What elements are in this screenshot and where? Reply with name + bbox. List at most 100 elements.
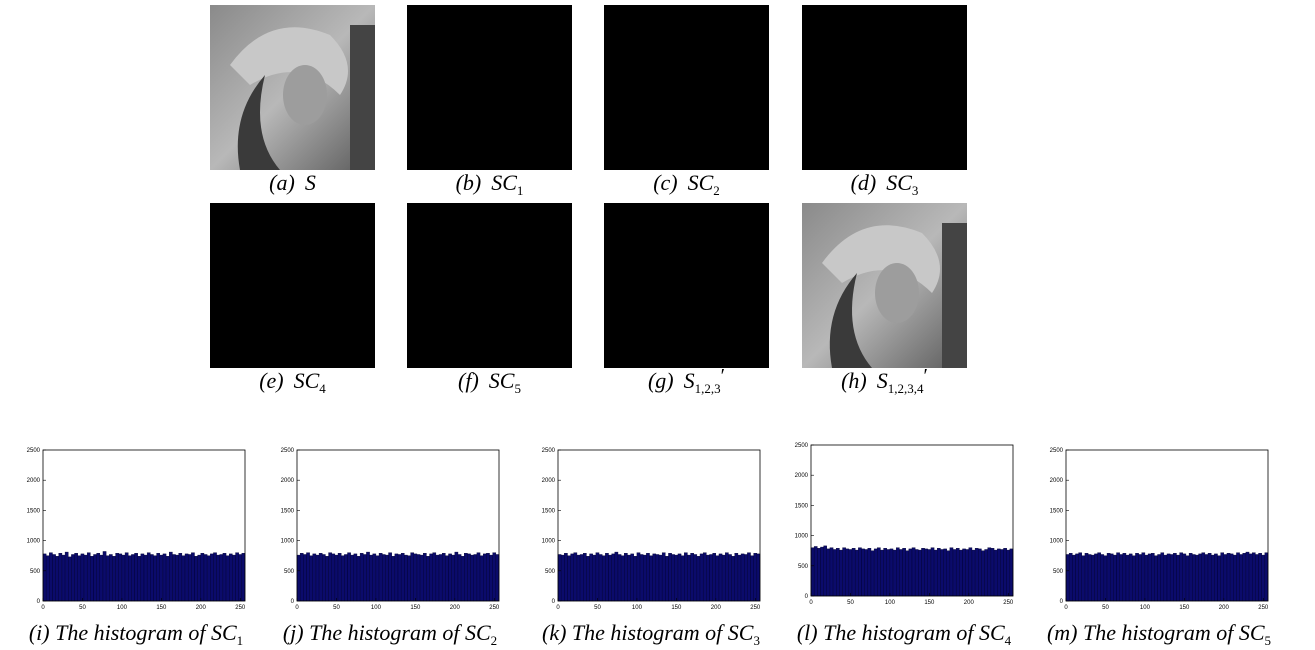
panel-name: S bbox=[684, 368, 695, 393]
histogram-bar bbox=[810, 547, 815, 597]
x-tick-label: 100 bbox=[885, 600, 896, 606]
histogram-bar bbox=[451, 554, 456, 602]
histogram-caption: (j) The histogram of SC2 bbox=[283, 620, 497, 648]
histogram-bar bbox=[971, 549, 976, 597]
histogram-bar bbox=[1151, 553, 1155, 602]
histogram-bar bbox=[445, 555, 449, 602]
histogram-bar bbox=[1204, 554, 1209, 602]
histogram-bar bbox=[1239, 554, 1243, 602]
x-tick-label: 50 bbox=[847, 600, 854, 606]
histogram-bar bbox=[413, 553, 418, 602]
histogram-bar bbox=[334, 554, 339, 602]
histogram-bar bbox=[636, 552, 641, 602]
histogram-bar bbox=[391, 556, 396, 602]
histogram-bar bbox=[178, 553, 183, 602]
histogram-bar bbox=[933, 549, 938, 597]
panel-sub: 1,2,3,4 bbox=[888, 381, 924, 396]
y-tick-label: 1000 bbox=[281, 539, 295, 545]
histogram-bar bbox=[238, 554, 243, 602]
histogram-bar bbox=[495, 554, 500, 602]
histogram-bar bbox=[997, 548, 1001, 597]
caption-text: (i) The histogram of SC bbox=[29, 620, 237, 645]
panel-tag: (b) bbox=[456, 170, 482, 195]
histogram-bar bbox=[197, 554, 202, 602]
histogram-bar bbox=[99, 554, 104, 602]
histogram-bar bbox=[845, 548, 850, 597]
image-panel: (e) SC4 bbox=[210, 203, 375, 396]
histogram-bar bbox=[1138, 554, 1142, 602]
histogram-bar bbox=[614, 551, 619, 602]
histogram-bar bbox=[296, 554, 301, 602]
caption-sub: 5 bbox=[1265, 633, 1272, 648]
histogram-bar bbox=[658, 554, 663, 602]
x-tick-label: 0 bbox=[295, 605, 299, 611]
histogram-bar bbox=[187, 554, 192, 602]
panel-tag: (c) bbox=[653, 170, 677, 195]
histogram-bar bbox=[817, 548, 821, 597]
histogram-bar bbox=[241, 553, 246, 602]
histogram-chart: 0 500 1000 1500 2000 2500 0 50 100 150 200 250 (j) T… bbox=[281, 448, 500, 648]
histogram-caption: (k) The histogram of SC3 bbox=[542, 620, 760, 648]
histogram-bar bbox=[693, 554, 698, 602]
histogram-bar bbox=[131, 554, 135, 602]
histogram-bar bbox=[652, 553, 657, 602]
histogram-bar bbox=[924, 548, 928, 597]
histogram-bar bbox=[52, 554, 56, 602]
histogram-bar bbox=[1255, 554, 1259, 602]
histogram-bar bbox=[949, 547, 954, 597]
histogram-bar bbox=[1000, 549, 1004, 597]
histogram-bar bbox=[219, 554, 224, 602]
histogram-bar bbox=[454, 551, 459, 602]
histogram-bar bbox=[592, 554, 597, 602]
histogram-bar bbox=[137, 556, 142, 602]
histogram-bar bbox=[457, 554, 462, 602]
photo-face bbox=[283, 65, 327, 125]
panel-sub: 1 bbox=[517, 183, 524, 198]
histogram-bar bbox=[583, 553, 587, 602]
histogram-bar bbox=[206, 555, 211, 602]
histogram-bar bbox=[55, 556, 59, 602]
y-tick-label: 0 bbox=[37, 599, 41, 605]
histogram-bar bbox=[1220, 552, 1225, 602]
histogram-bar bbox=[737, 554, 742, 602]
histogram-bar bbox=[744, 554, 748, 602]
histogram-bar bbox=[731, 556, 735, 602]
histogram-bar bbox=[962, 548, 966, 597]
histogram-bar bbox=[1214, 553, 1218, 602]
histogram-bar bbox=[156, 553, 160, 602]
y-tick-label: 1500 bbox=[1050, 508, 1064, 514]
histogram-bar bbox=[826, 548, 831, 597]
histogram-bar bbox=[216, 554, 220, 602]
caption-sub: 1 bbox=[237, 633, 244, 648]
caption-text: (l) The histogram of SC bbox=[797, 620, 1005, 645]
histogram-bar bbox=[564, 553, 568, 602]
histogram-bar bbox=[1233, 554, 1237, 602]
histogram-bar bbox=[64, 551, 69, 602]
y-tick-label: 2500 bbox=[542, 448, 556, 454]
histogram-bar bbox=[1188, 553, 1193, 602]
histogram-bar bbox=[709, 554, 713, 602]
panel-sub: 1,2,3 bbox=[695, 381, 721, 396]
panel-sub: 4 bbox=[319, 381, 326, 396]
panel-name: S bbox=[305, 170, 316, 195]
noise-image bbox=[210, 203, 375, 368]
y-tick-label: 2000 bbox=[1050, 478, 1064, 484]
histogram-bar bbox=[1119, 554, 1124, 602]
histogram-bar bbox=[353, 553, 358, 602]
histogram-bar bbox=[927, 549, 932, 597]
histogram-bar bbox=[756, 553, 761, 602]
histogram-bar bbox=[363, 554, 367, 602]
histogram-bar bbox=[864, 549, 869, 597]
histogram-bar bbox=[369, 554, 373, 602]
histogram-caption: (m) The histogram of SC5 bbox=[1047, 620, 1271, 648]
histogram-bar bbox=[194, 556, 198, 602]
histogram-bar bbox=[573, 552, 578, 602]
histogram-bar bbox=[567, 555, 571, 602]
histogram-bar bbox=[172, 554, 176, 602]
histogram-bar bbox=[175, 554, 179, 602]
histogram-bar bbox=[486, 553, 490, 602]
histogram-bar bbox=[322, 554, 326, 602]
histogram-bar bbox=[946, 550, 951, 597]
histogram-bar bbox=[706, 554, 710, 602]
histogram-bar bbox=[299, 553, 304, 602]
